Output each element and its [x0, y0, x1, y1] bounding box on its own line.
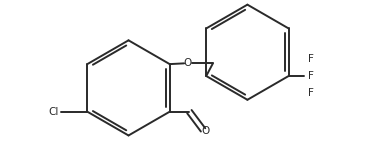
- Text: F: F: [308, 54, 314, 64]
- Text: Cl: Cl: [49, 107, 59, 117]
- Text: F: F: [308, 71, 314, 81]
- Text: O: O: [201, 126, 209, 136]
- Text: F: F: [308, 88, 314, 98]
- Text: O: O: [184, 58, 192, 68]
